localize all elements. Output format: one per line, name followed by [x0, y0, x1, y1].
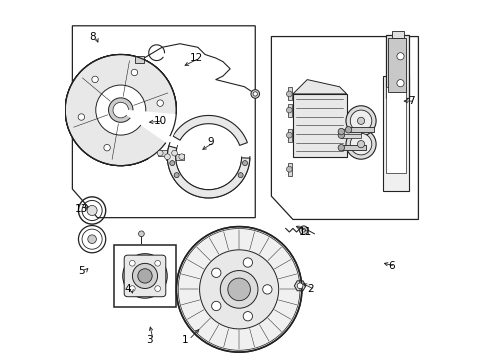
- Circle shape: [129, 286, 135, 292]
- Text: 1: 1: [182, 334, 188, 345]
- Circle shape: [242, 161, 247, 166]
- Circle shape: [174, 173, 179, 178]
- Circle shape: [171, 150, 177, 156]
- Circle shape: [211, 301, 221, 311]
- Circle shape: [96, 85, 145, 135]
- Circle shape: [155, 260, 160, 266]
- Polygon shape: [387, 39, 405, 92]
- Circle shape: [157, 100, 163, 106]
- Bar: [158, 150, 176, 156]
- Bar: [287, 129, 291, 141]
- Circle shape: [103, 144, 110, 151]
- Circle shape: [297, 283, 303, 289]
- Circle shape: [286, 132, 292, 138]
- Circle shape: [286, 166, 292, 172]
- Circle shape: [157, 150, 163, 156]
- Circle shape: [299, 226, 307, 234]
- Circle shape: [129, 260, 135, 266]
- Bar: [165, 154, 183, 159]
- Polygon shape: [292, 80, 346, 94]
- Bar: [341, 130, 360, 134]
- Circle shape: [138, 269, 152, 283]
- Circle shape: [238, 173, 243, 178]
- Polygon shape: [386, 35, 408, 98]
- Text: 13: 13: [75, 204, 88, 214]
- Circle shape: [301, 228, 305, 232]
- Circle shape: [138, 231, 144, 237]
- Text: 12: 12: [189, 53, 203, 63]
- Circle shape: [262, 285, 271, 294]
- Circle shape: [349, 110, 371, 132]
- Circle shape: [396, 80, 403, 87]
- Text: 8: 8: [89, 32, 95, 41]
- Bar: [341, 145, 366, 150]
- Circle shape: [169, 161, 174, 166]
- Circle shape: [337, 144, 344, 151]
- Text: 6: 6: [387, 261, 394, 271]
- Bar: [382, 76, 408, 191]
- Bar: [287, 104, 291, 117]
- Bar: [341, 133, 360, 138]
- Text: 2: 2: [307, 284, 313, 294]
- Polygon shape: [167, 146, 249, 198]
- Circle shape: [108, 98, 133, 122]
- Circle shape: [176, 226, 301, 352]
- Bar: [386, 87, 405, 173]
- Circle shape: [122, 254, 167, 298]
- Circle shape: [346, 129, 375, 159]
- Bar: [287, 87, 291, 100]
- Circle shape: [357, 140, 364, 148]
- Circle shape: [155, 286, 160, 292]
- Circle shape: [113, 102, 128, 118]
- Polygon shape: [271, 37, 418, 220]
- Circle shape: [65, 54, 176, 166]
- Polygon shape: [72, 26, 255, 218]
- Circle shape: [345, 127, 351, 133]
- Bar: [292, 94, 346, 157]
- Circle shape: [78, 114, 84, 120]
- Polygon shape: [173, 116, 247, 145]
- Circle shape: [286, 91, 292, 97]
- Text: 7: 7: [407, 96, 414, 106]
- Circle shape: [337, 129, 344, 135]
- Circle shape: [346, 106, 375, 136]
- Bar: [135, 56, 144, 63]
- Circle shape: [243, 258, 252, 267]
- Circle shape: [131, 69, 138, 76]
- Circle shape: [132, 264, 157, 288]
- Wedge shape: [121, 110, 178, 143]
- Text: 10: 10: [153, 116, 166, 126]
- Circle shape: [250, 90, 259, 98]
- Bar: [287, 163, 291, 176]
- Circle shape: [349, 134, 371, 155]
- Circle shape: [87, 206, 97, 216]
- Bar: [113, 244, 176, 307]
- Circle shape: [199, 250, 278, 329]
- Circle shape: [179, 154, 184, 159]
- Circle shape: [396, 53, 403, 60]
- Polygon shape: [391, 31, 403, 39]
- Text: 9: 9: [207, 138, 213, 147]
- Text: 3: 3: [146, 334, 152, 345]
- Circle shape: [227, 278, 250, 301]
- Text: 11: 11: [298, 227, 311, 237]
- Circle shape: [243, 311, 252, 321]
- Text: 4: 4: [124, 284, 131, 294]
- Circle shape: [211, 268, 221, 278]
- Circle shape: [220, 271, 258, 308]
- Circle shape: [253, 92, 257, 96]
- Circle shape: [337, 132, 344, 138]
- FancyBboxPatch shape: [124, 255, 165, 297]
- Wedge shape: [65, 54, 176, 166]
- Text: 5: 5: [78, 266, 84, 276]
- Circle shape: [286, 107, 292, 113]
- Circle shape: [88, 235, 96, 243]
- Polygon shape: [294, 281, 305, 291]
- Circle shape: [92, 76, 98, 83]
- Circle shape: [164, 154, 170, 159]
- Bar: [348, 127, 373, 132]
- Circle shape: [357, 117, 364, 125]
